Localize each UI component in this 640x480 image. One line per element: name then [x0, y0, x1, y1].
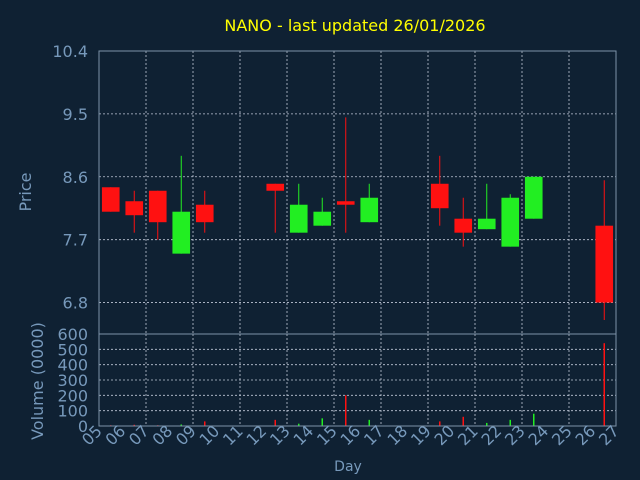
volume-bars: [110, 343, 605, 426]
candle-body-day-19: [430, 183, 449, 209]
price-y-tick-label: 6.8: [63, 294, 88, 313]
volume-y-tick-label: 100: [57, 402, 88, 421]
price-y-tick-label: 10.4: [52, 42, 88, 61]
volume-y-tick-label: 300: [57, 371, 88, 390]
volume-bar-day-19: [439, 421, 441, 426]
candle-body-day-23: [524, 176, 543, 219]
price-y-tick-label: 9.5: [63, 105, 88, 124]
volume-bar-day-26: [603, 343, 605, 426]
volume-axis-label: Volume (0000): [28, 322, 47, 440]
volume-bar-day-15: [345, 395, 347, 426]
volume-bar-day-23: [533, 413, 535, 426]
candle-body-day-22: [501, 197, 520, 247]
volume-bar-day-8: [180, 424, 182, 426]
price-y-tick-label: 8.6: [63, 168, 88, 187]
volume-bar-day-12: [274, 419, 276, 426]
volume-bar-day-9: [204, 421, 206, 426]
volume-bar-day-21: [486, 422, 488, 426]
candle-body-day-15: [336, 201, 355, 205]
volume-y-tick-label: 400: [57, 356, 88, 375]
candle-body-day-16: [360, 197, 379, 223]
volume-y-tick-label: 600: [57, 325, 88, 344]
candle-body-day-9: [195, 204, 214, 223]
candle-body-day-5: [101, 187, 120, 212]
price-axis-label: Price: [16, 172, 35, 211]
volume-bar-day-22: [509, 419, 511, 426]
volume-bar-day-6: [133, 424, 135, 426]
x-axis-label: Day: [334, 459, 362, 475]
candle-body-day-12: [266, 183, 285, 191]
price-candles: [101, 117, 614, 321]
chart-title: NANO - last updated 26/01/2026: [224, 16, 485, 35]
volume-bar-day-16: [368, 419, 370, 426]
volume-bar-day-20: [462, 416, 464, 426]
volume-y-tick-label: 500: [57, 340, 88, 359]
volume-bar-day-13: [298, 423, 300, 426]
volume-y-tick-label: 0: [78, 417, 88, 436]
volume-grid: [99, 334, 616, 426]
price-y-tick-label: 7.7: [63, 231, 88, 250]
price-y-ticks: 6.8 7.7 8.6 9.5 10.4: [52, 42, 88, 313]
candle-body-day-13: [289, 204, 308, 233]
candle-body-day-7: [148, 190, 167, 223]
candle-body-day-26: [595, 225, 614, 303]
candle-body-day-8: [172, 211, 191, 254]
candle-body-day-6: [125, 201, 144, 216]
volume-y-tick-label: 200: [57, 386, 88, 405]
volume-plot-frame: [98, 333, 617, 427]
volume-bar-day-14: [321, 418, 323, 426]
price-grid: [99, 51, 616, 334]
candle-body-day-14: [313, 211, 332, 226]
x-axis-ticks: 0506070809101112131415161718192021222324…: [78, 421, 623, 449]
candle-body-day-21: [477, 218, 496, 230]
candle-body-day-20: [454, 218, 473, 233]
